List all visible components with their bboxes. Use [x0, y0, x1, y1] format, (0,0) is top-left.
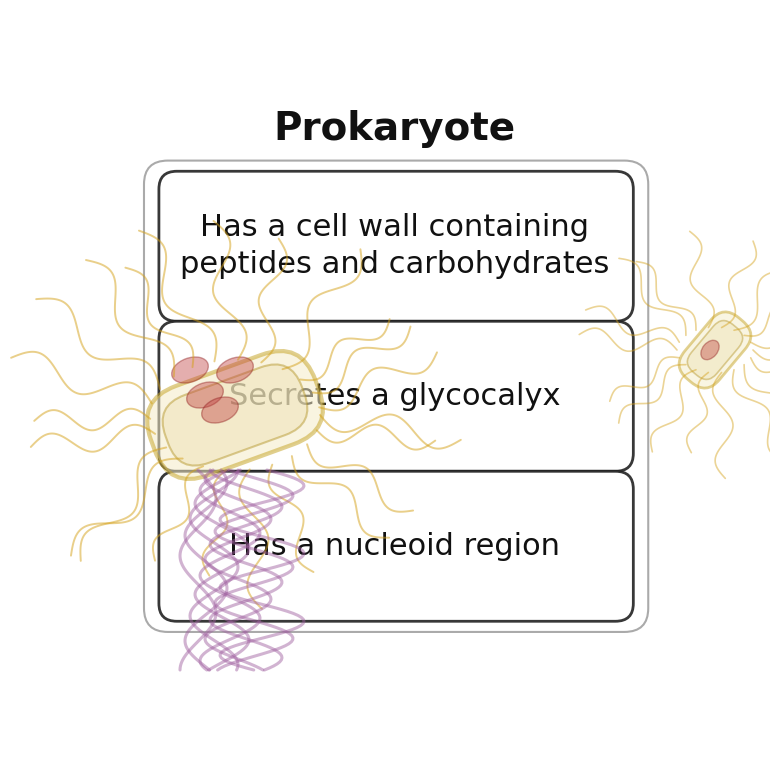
Ellipse shape: [186, 382, 223, 408]
Text: Secretes a glycocalyx: Secretes a glycocalyx: [229, 382, 561, 410]
Text: Has a cell wall containing
peptides and carbohydrates: Has a cell wall containing peptides and …: [180, 213, 609, 280]
Ellipse shape: [701, 340, 719, 360]
FancyBboxPatch shape: [159, 471, 633, 621]
Text: Prokaryote: Prokaryote: [273, 110, 516, 148]
FancyBboxPatch shape: [162, 364, 307, 466]
FancyBboxPatch shape: [679, 312, 751, 388]
FancyBboxPatch shape: [159, 171, 633, 321]
Ellipse shape: [172, 357, 209, 383]
FancyBboxPatch shape: [159, 321, 633, 471]
FancyBboxPatch shape: [147, 351, 323, 479]
FancyBboxPatch shape: [688, 320, 743, 380]
Ellipse shape: [202, 397, 239, 423]
Text: Has a nucleoid region: Has a nucleoid region: [229, 532, 560, 561]
Ellipse shape: [216, 357, 253, 383]
